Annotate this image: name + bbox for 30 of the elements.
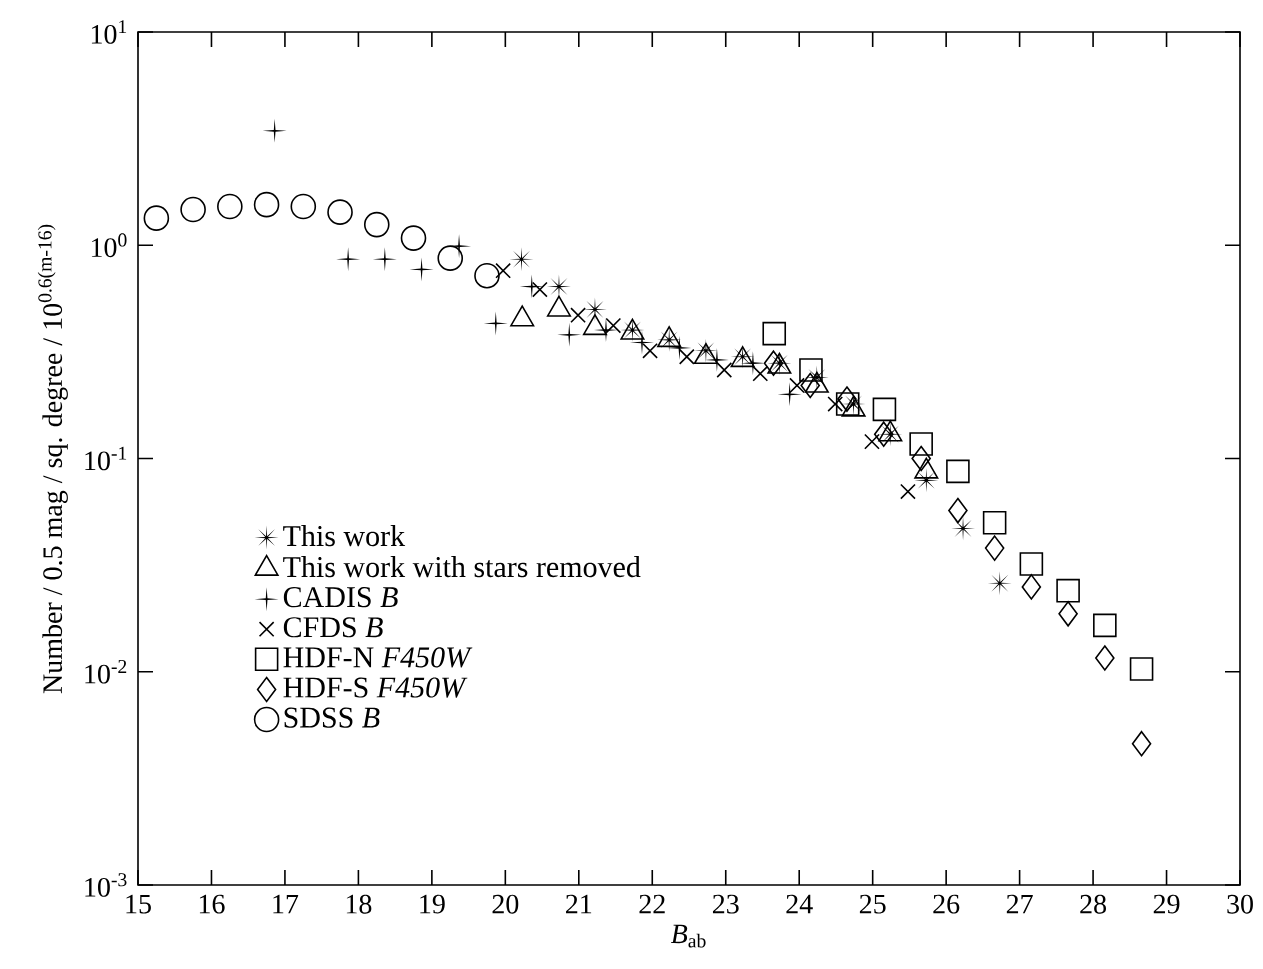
x-tick-label: 15 bbox=[126, 894, 151, 914]
legend-label: CFDS B bbox=[283, 617, 383, 638]
legend-label: SDSS B bbox=[284, 707, 380, 728]
x-tick-label: 25 bbox=[859, 894, 886, 914]
legend-label: This work bbox=[283, 525, 406, 547]
x-tick-label: 28 bbox=[1080, 894, 1106, 914]
y-tick-label: 10$^{0}$ bbox=[91, 233, 127, 258]
x-tick-label: 24 bbox=[786, 894, 813, 914]
x-tick-label: 21 bbox=[566, 894, 592, 914]
x-tick-label: 17 bbox=[273, 894, 299, 914]
x-tick-label: 22 bbox=[639, 894, 665, 914]
x-tick-label: 29 bbox=[1153, 894, 1180, 914]
y-tick-label: 10$^{-1}$ bbox=[85, 446, 127, 471]
x-tick-label: 18 bbox=[346, 894, 372, 914]
x-tick-label: 16 bbox=[199, 894, 225, 914]
y-tick-label: 10$^{-2}$ bbox=[85, 659, 127, 684]
legend-label: HDF-S F450W bbox=[283, 677, 468, 698]
x-tick-label: 20 bbox=[492, 894, 519, 914]
y-axis-title: Number / 0.5 mag / sq. degree / 10$^{0.6(m-16)}$ bbox=[37, 224, 68, 694]
x-tick-label: 19 bbox=[420, 894, 445, 914]
x-tick-label: 26 bbox=[933, 894, 960, 914]
x-tick-label: 27 bbox=[1006, 894, 1033, 914]
x-axis-title: B$_{ab}$ bbox=[670, 924, 706, 948]
y-tick-label: 10$^{-3}$ bbox=[85, 873, 127, 897]
legend-label: HDF-N F450W bbox=[283, 647, 473, 668]
legend-label: This work with stars removed bbox=[283, 556, 641, 578]
x-tick-label: 23 bbox=[712, 894, 739, 914]
legend-label: CADIS B bbox=[283, 587, 398, 608]
y-tick-label: 10$^{1}$ bbox=[91, 20, 127, 44]
x-tick-label: 30 bbox=[1227, 894, 1253, 914]
